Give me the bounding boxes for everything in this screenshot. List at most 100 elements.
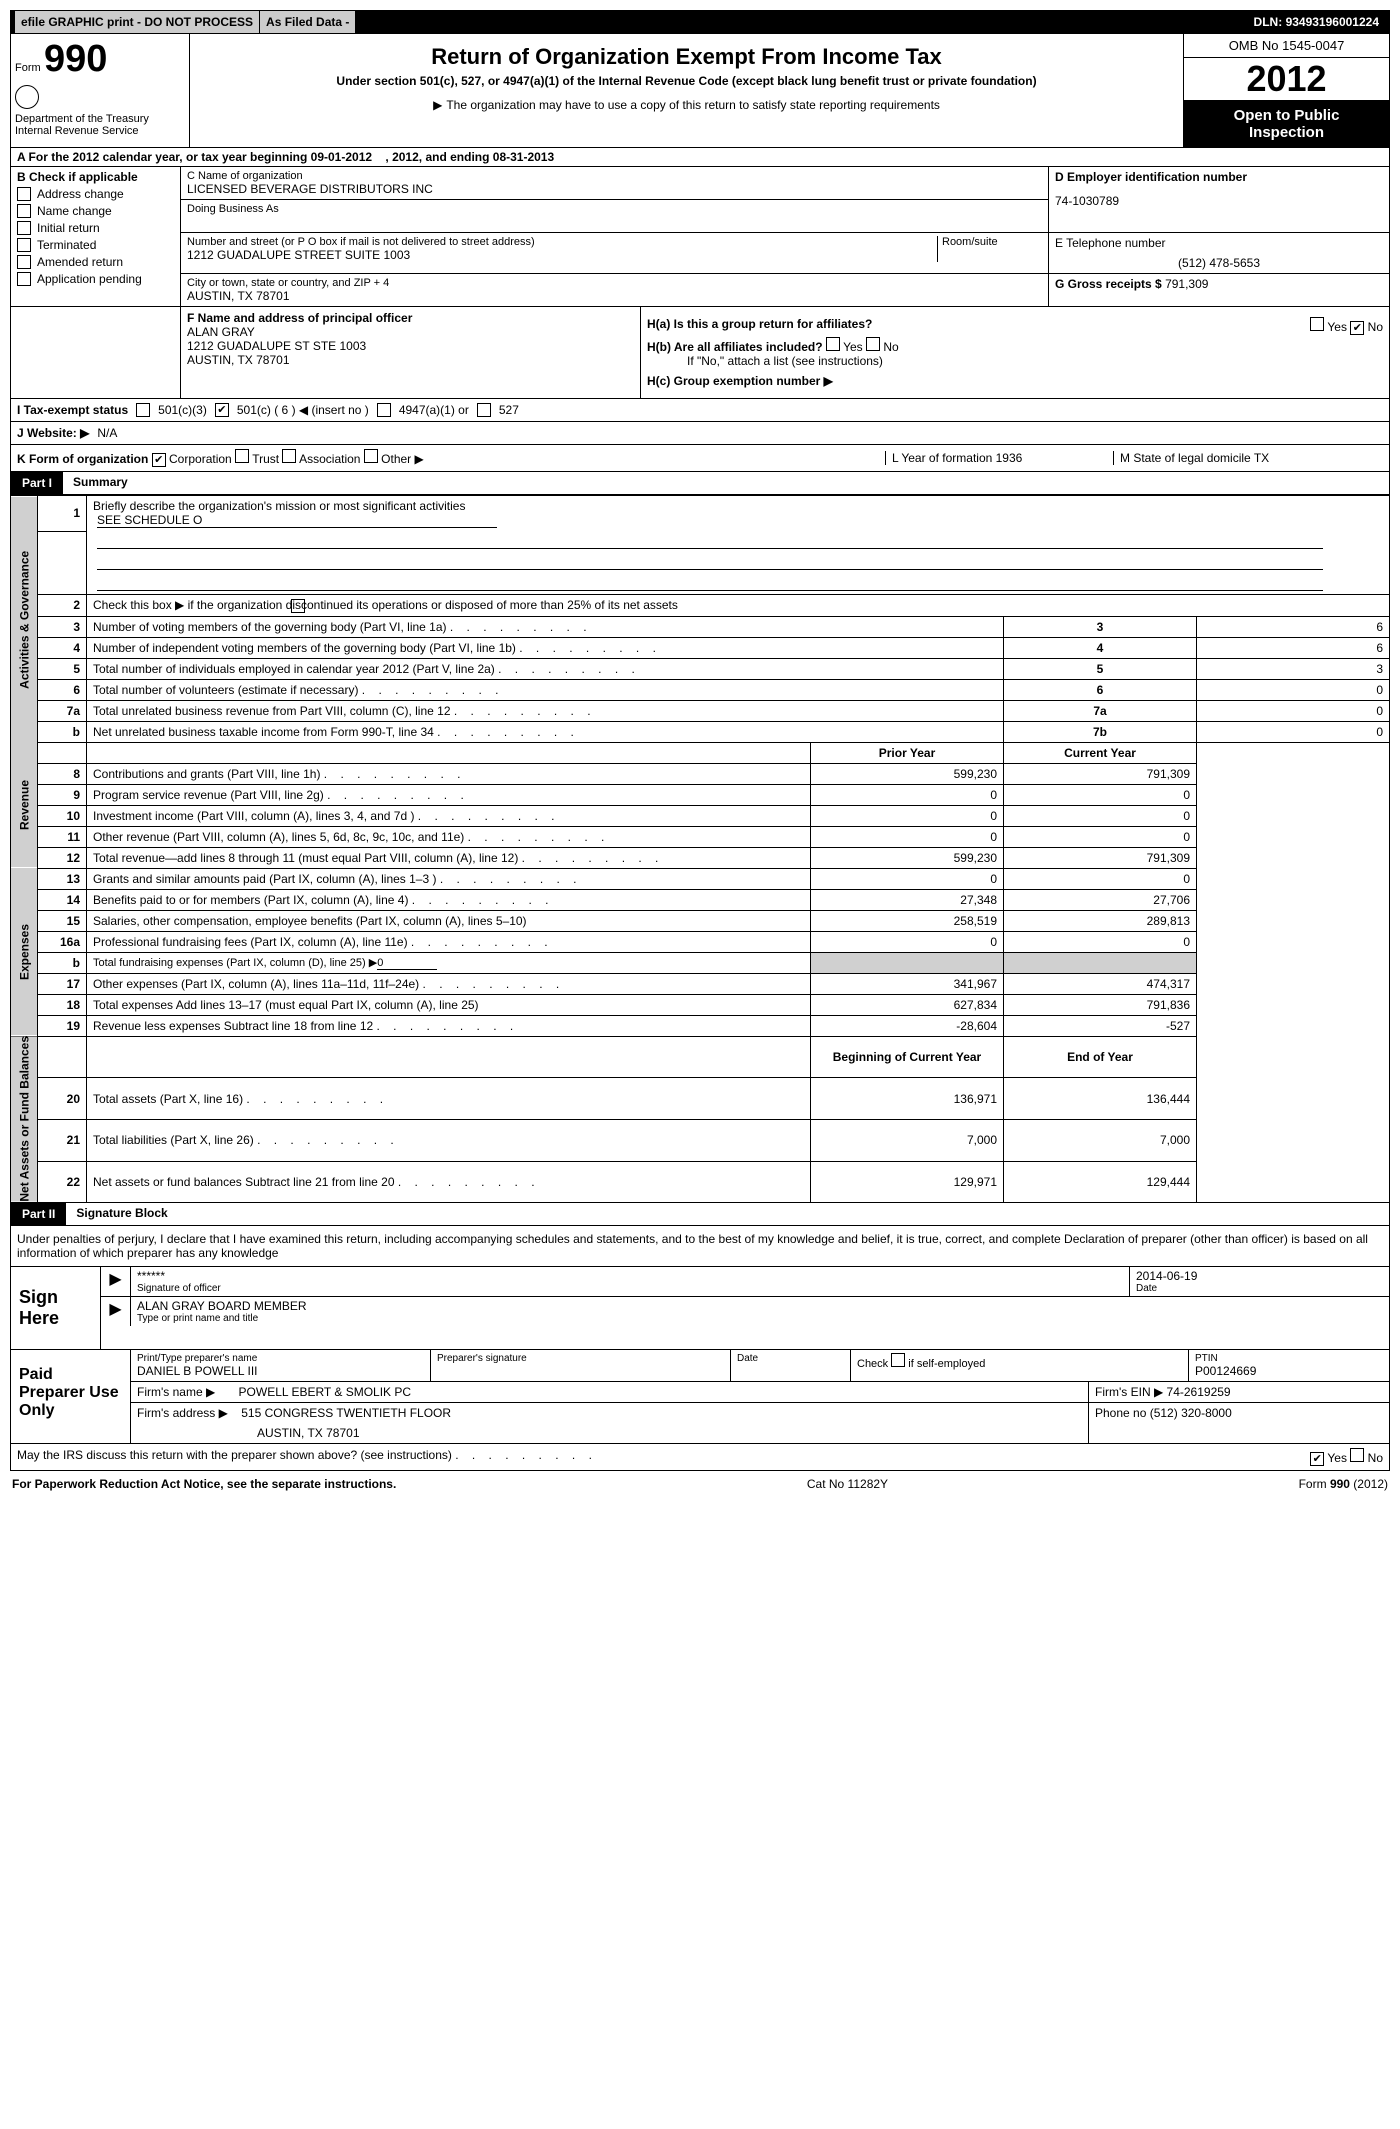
telephone-value: (512) 478-5653 [1055,256,1383,270]
status-501c3-checkbox[interactable] [136,403,150,417]
irs-discuss-yes-checkbox[interactable] [1310,1452,1324,1466]
part-1-summary-table: Activities & Governance 1 Briefly descri… [10,495,1390,1203]
form-title: Return of Organization Exempt From Incom… [196,44,1177,70]
tax-year: 2012 [1184,58,1389,101]
mission-description: SEE SCHEDULE O [97,513,497,528]
form-of-org-row: K Form of organization Corporation Trust… [10,445,1390,472]
ptin-value: P00124669 [1195,1364,1256,1378]
check-terminated[interactable]: Terminated [17,238,174,252]
form-number: 990 [44,38,107,80]
check-initial-return[interactable]: Initial return [17,221,174,235]
summary-row-5: 5 Total number of individuals employed i… [11,658,1390,679]
officer-name-title: ALAN GRAY BOARD MEMBER [137,1299,1383,1313]
part-2-header-row: Part II Signature Block [10,1203,1390,1226]
net-assets-row-21: 21Total liabilities (Part X, line 26)7,0… [11,1120,1390,1162]
as-filed-label: As Filed Data - [260,11,356,33]
revenue-row-11: 11Other revenue (Part VIII, column (A), … [11,826,1390,847]
efile-label: efile GRAPHIC print - DO NOT PROCESS [15,11,260,33]
preparer-name: DANIEL B POWELL III [137,1364,257,1378]
form-id-block: Form 990 Department of the Treasury Inte… [11,34,190,147]
firm-name: POWELL EBERT & SMOLIK PC [239,1385,412,1399]
sign-here-grid: Sign Here ▶ ****** Signature of officer … [11,1266,1389,1349]
f-h-row: F Name and address of principal officer … [10,307,1390,399]
signature-placeholder: ****** [137,1269,1123,1283]
check-address-change[interactable]: Address change [17,187,174,201]
expense-row-18: 18Total expenses Add lines 13–17 (must e… [11,994,1390,1015]
status-527-checkbox[interactable] [477,403,491,417]
expense-row-16a: 16aProfessional fundraising fees (Part I… [11,931,1390,952]
section-b-checkboxes: B Check if applicable Address change Nam… [11,167,181,307]
signature-arrow-icon: ▶ [101,1267,131,1296]
form-title-block: Return of Organization Exempt From Incom… [190,34,1184,147]
firm-address-2: AUSTIN, TX 78701 [257,1426,1082,1440]
side-label-net-assets: Net Assets or Fund Balances [11,1036,38,1203]
ein-value: 74-1030789 [1055,194,1383,208]
irs-discuss-row: May the IRS discuss this return with the… [10,1444,1390,1471]
org-corporation-checkbox[interactable] [152,453,166,467]
page-footer: For Paperwork Reduction Act Notice, see … [10,1471,1390,1497]
city-cell: City or town, state or country, and ZIP … [181,274,1049,307]
firm-address-1: 515 CONGRESS TWENTIETH FLOOR [241,1406,451,1420]
part-1-label: Part I [11,472,63,494]
expense-row-15: 15Salaries, other compensation, employee… [11,910,1390,931]
preparer-row-1: Print/Type preparer's nameDANIEL B POWEL… [131,1350,1389,1382]
part-1-title: Summary [63,472,1389,494]
form-top-block: Form 990 Department of the Treasury Inte… [10,34,1390,148]
catalog-number: Cat No 11282Y [807,1477,888,1491]
tax-exempt-status-row: I Tax-exempt status 501(c)(3) 501(c) ( 6… [10,399,1390,422]
ha-yes-checkbox[interactable] [1310,317,1324,331]
expense-row-17: 17Other expenses (Part IX, column (A), l… [11,973,1390,994]
sign-here-label: Sign Here [11,1267,101,1349]
form-subtitle: Under section 501(c), 527, or 4947(a)(1)… [196,74,1177,88]
ha-no-checkbox[interactable] [1350,321,1364,335]
summary-row-6: 6 Total number of volunteers (estimate i… [11,679,1390,700]
preparer-row-3: Firm's address ▶ 515 CONGRESS TWENTIETH … [131,1403,1389,1443]
dba-cell: Doing Business As [181,200,1049,233]
preparer-row-2: Firm's name ▶ POWELL EBERT & SMOLIK PC F… [131,1382,1389,1403]
bcd-grid: B Check if applicable Address change Nam… [10,167,1390,307]
check-application-pending[interactable]: Application pending [17,272,174,286]
paid-preparer-label: Paid Preparer Use Only [11,1350,131,1443]
self-employed-checkbox[interactable] [891,1353,905,1367]
expense-row-16b: b Total fundraising expenses (Part IX, c… [11,952,1390,973]
website-value: N/A [97,426,117,440]
efile-header-bar: efile GRAPHIC print - DO NOT PROCESS As … [10,10,1390,34]
irs-discuss-no-checkbox[interactable] [1350,1448,1364,1462]
line2-checkbox[interactable] [291,599,305,613]
website-row: J Website: ▶ N/A [10,422,1390,445]
org-name: LICENSED BEVERAGE DISTRIBUTORS INC [187,182,1042,196]
hb-yes-checkbox[interactable] [826,337,840,351]
check-amended-return[interactable]: Amended return [17,255,174,269]
public-inspection-label: Open to Public Inspection [1184,101,1389,147]
summary-row-7a: 7a Total unrelated business revenue from… [11,700,1390,721]
hb-no-checkbox[interactable] [866,337,880,351]
officer-name-arrow-icon: ▶ [101,1297,131,1326]
summary-row-3: 3 Number of voting members of the govern… [11,616,1390,637]
form-note: The organization may have to use a copy … [196,98,1177,112]
principal-officer-block: F Name and address of principal officer … [181,307,641,398]
org-trust-checkbox[interactable] [235,449,249,463]
paperwork-notice: For Paperwork Reduction Act Notice, see … [12,1477,396,1491]
paid-preparer-grid: Paid Preparer Use Only Print/Type prepar… [11,1349,1389,1443]
gross-receipts-cell: G Gross receipts $ 791,309 [1049,274,1389,307]
revenue-row-12: 12Total revenue—add lines 8 through 11 (… [11,847,1390,868]
perjury-declaration: Under penalties of perjury, I declare th… [11,1226,1389,1266]
omb-number: OMB No 1545-0047 [1184,34,1389,58]
state-of-domicile: M State of legal domicile TX [1113,451,1383,465]
status-4947-checkbox[interactable] [377,403,391,417]
revenue-row-9: 9Program service revenue (Part VIII, lin… [11,784,1390,805]
part-2-label: Part II [11,1203,66,1225]
expense-row-14: 14Benefits paid to or for members (Part … [11,889,1390,910]
side-label-activities: Activities & Governance [11,496,38,743]
check-name-change[interactable]: Name change [17,204,174,218]
form-page-label: Form 990 (2012) [1299,1477,1388,1491]
summary-row-7b: b Net unrelated business taxable income … [11,721,1390,742]
form-year-block: OMB No 1545-0047 2012 Open to Public Ins… [1184,34,1389,147]
telephone-cell: E Telephone number (512) 478-5653 [1049,233,1389,274]
org-association-checkbox[interactable] [282,449,296,463]
status-501c-checkbox[interactable] [215,403,229,417]
signature-block: Under penalties of perjury, I declare th… [10,1226,1390,1444]
gross-receipts-value: 791,309 [1165,277,1208,291]
org-name-cell: C Name of organization LICENSED BEVERAGE… [181,167,1049,200]
org-other-checkbox[interactable] [364,449,378,463]
